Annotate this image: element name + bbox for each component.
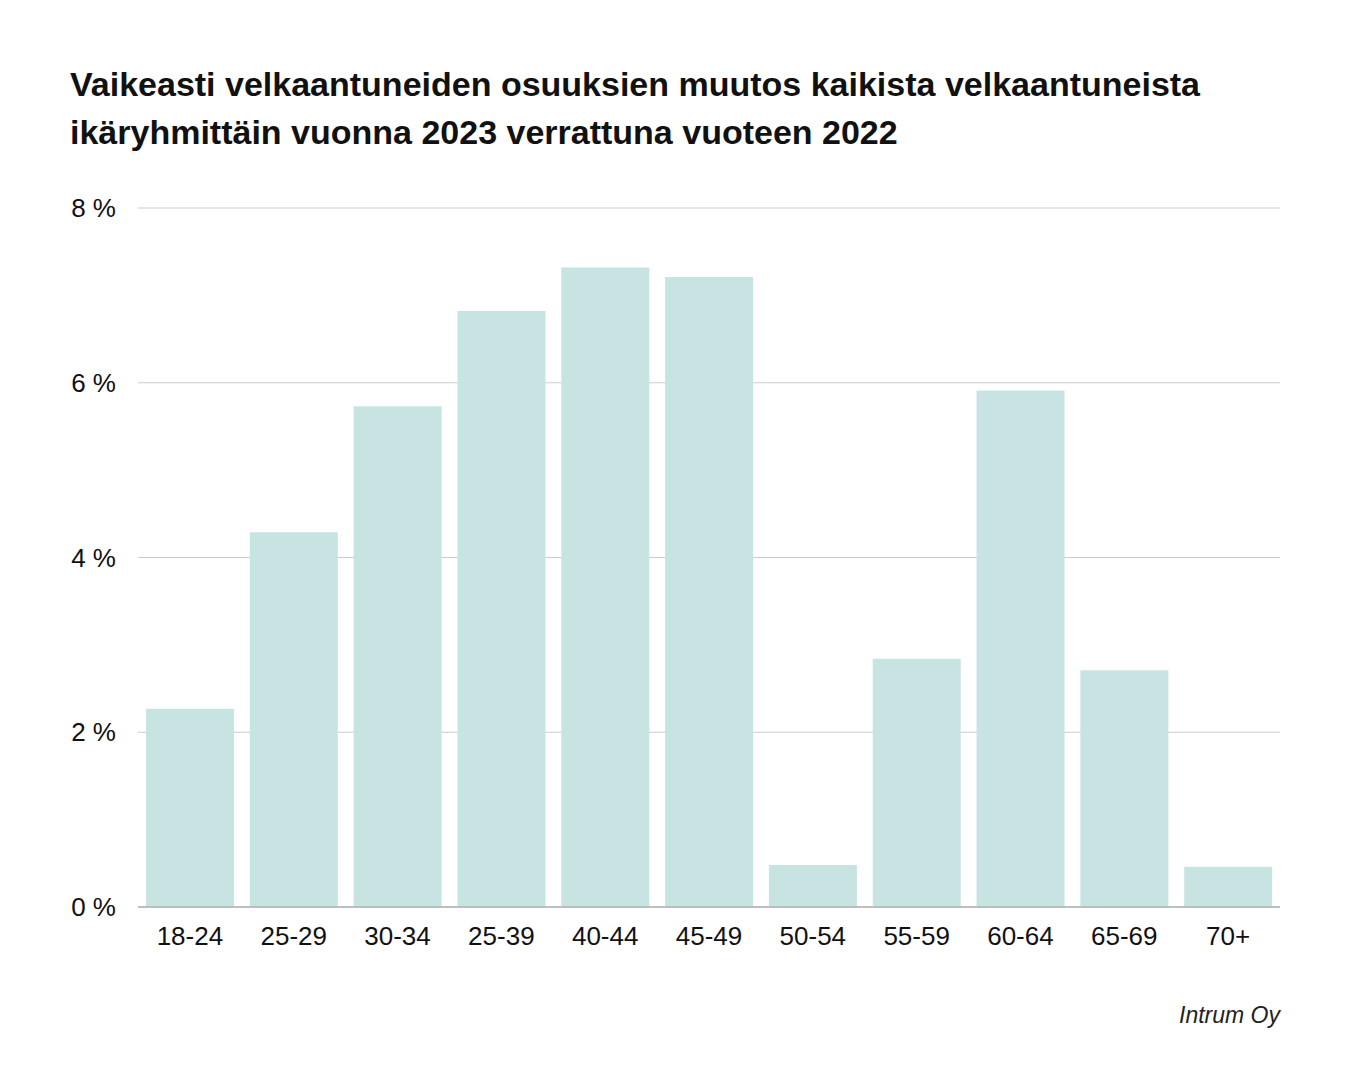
svg-text:25-29: 25-29 <box>260 921 327 951</box>
svg-text:60-64: 60-64 <box>987 921 1054 951</box>
svg-text:4 %: 4 % <box>71 543 116 573</box>
svg-text:18-24: 18-24 <box>157 921 224 951</box>
html-text:Intrum Oy: Intrum Oy <box>1179 1002 1280 1028</box>
svg-text:40-44: 40-44 <box>572 921 639 951</box>
svg-text:6 %: 6 % <box>71 368 116 398</box>
svg-text:65-69: 65-69 <box>1091 921 1158 951</box>
svg-text:0 %: 0 % <box>71 892 116 922</box>
svg-text:30-34: 30-34 <box>364 921 431 951</box>
svg-text:8 %: 8 % <box>71 193 116 223</box>
svg-text:45-49: 45-49 <box>676 921 743 951</box>
svg-text:25-39: 25-39 <box>468 921 535 951</box>
svg-text:55-59: 55-59 <box>883 921 950 951</box>
svg-text:70+: 70+ <box>1206 921 1250 951</box>
svg-text:50-54: 50-54 <box>780 921 847 951</box>
html-text:Vaikeasti velkaantuneiden osuu: Vaikeasti velkaantuneiden osuuksien muut… <box>70 65 1200 151</box>
svg-text:2 %: 2 % <box>71 717 116 747</box>
